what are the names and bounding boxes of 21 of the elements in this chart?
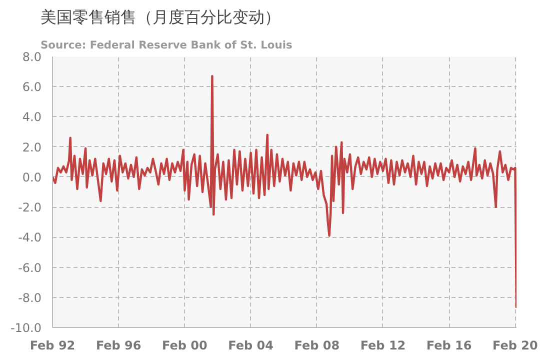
y-tick-label: 4.0 xyxy=(22,110,42,124)
x-tick-label: Feb 12 xyxy=(360,338,406,352)
chart-subtitle: Source: Federal Reserve Bank of St. Louis xyxy=(40,38,292,52)
y-tick-label: 2.0 xyxy=(22,140,42,154)
y-tick-label: -10.0 xyxy=(10,321,42,335)
y-tick-label: 8.0 xyxy=(22,50,42,64)
y-tick-label: 6.0 xyxy=(22,80,42,94)
x-tick-label: Feb 96 xyxy=(96,338,142,352)
x-tick-label: Feb 20 xyxy=(492,338,538,352)
x-tick-label: Feb 00 xyxy=(162,338,208,352)
y-tick-label: -8.0 xyxy=(18,290,42,305)
y-tick-label: -4.0 xyxy=(18,230,42,245)
y-tick-label: -2.0 xyxy=(18,200,42,215)
y-tick-label: 0.0 xyxy=(22,170,42,184)
line-series xyxy=(52,74,516,310)
x-tick-label: Feb 92 xyxy=(30,338,76,352)
x-tick-label: Feb 16 xyxy=(426,338,472,352)
x-tick-label: Feb 08 xyxy=(294,338,340,352)
chart-title: 美国零售销售（月度百分比变动） xyxy=(40,8,280,26)
y-tick-label: -6.0 xyxy=(18,260,42,275)
x-tick-label: Feb 04 xyxy=(228,338,274,352)
